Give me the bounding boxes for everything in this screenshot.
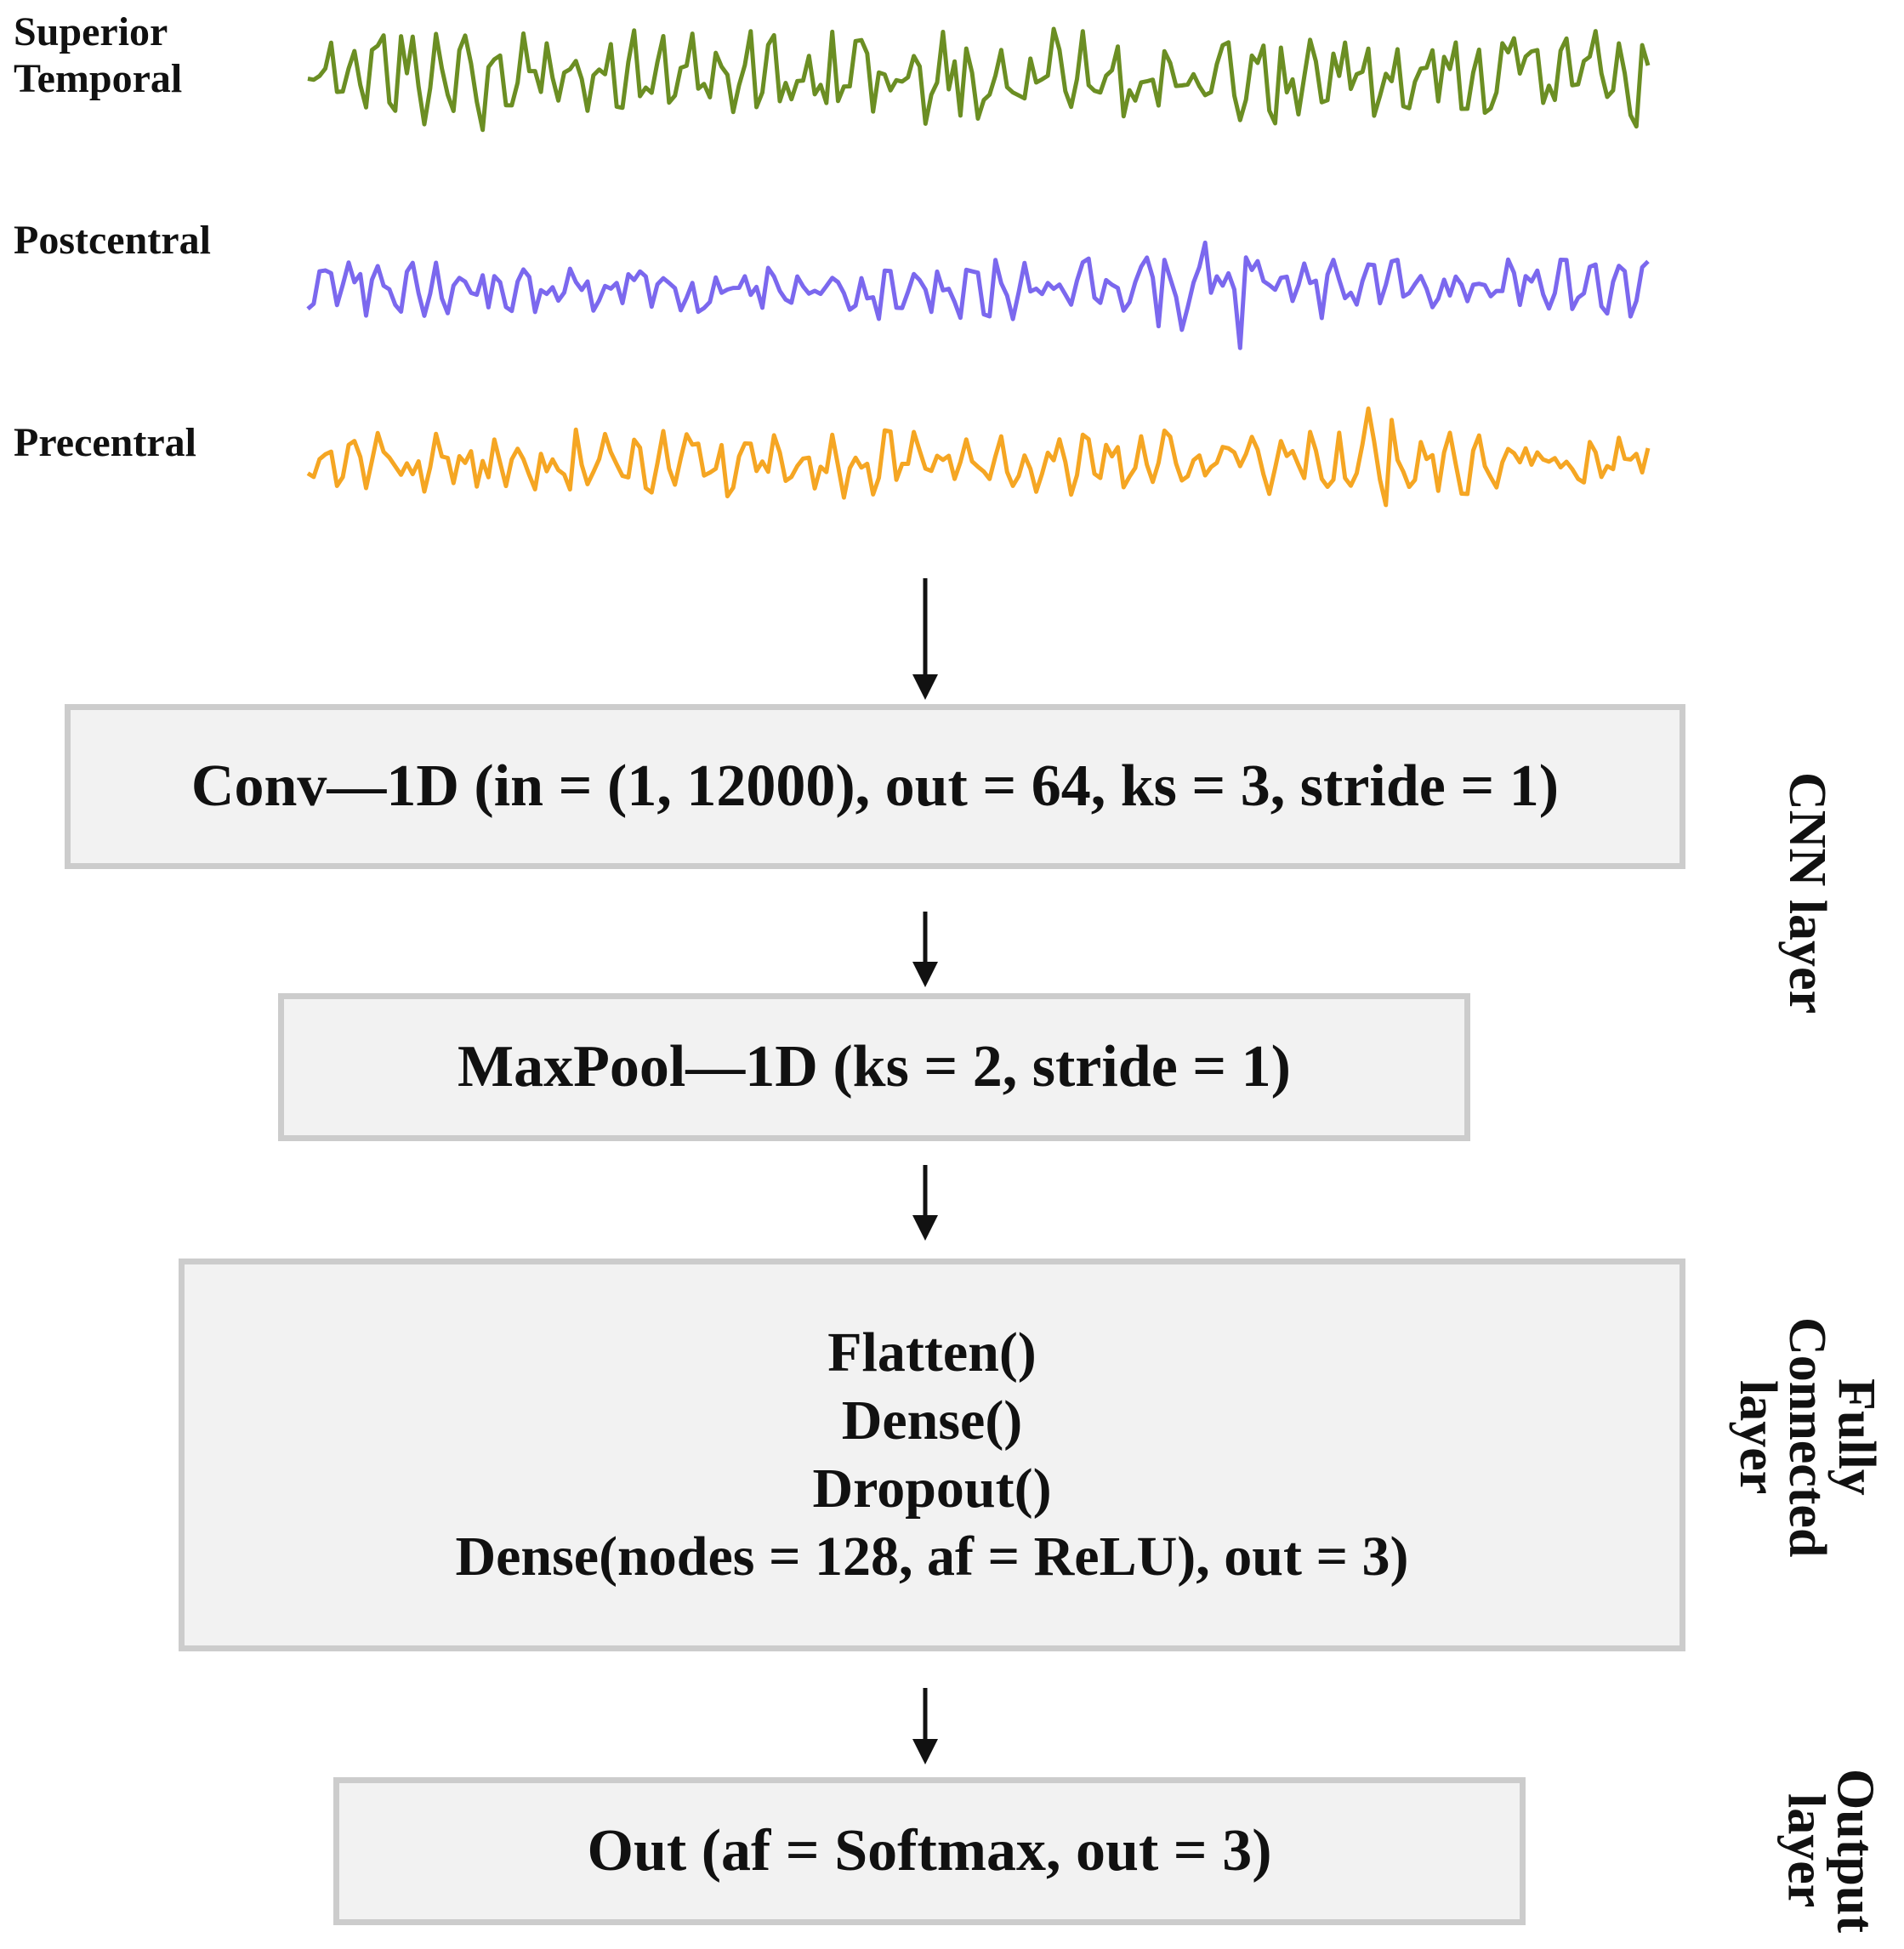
signal-label-precentral: Precentral [14,419,196,466]
waveform-precentral [306,406,1651,508]
side-label-fully-connected-layer: Fully Connected layer [1718,1297,1896,1577]
signal-label-line: Superior [14,9,168,54]
waveform-superior-temporal [307,26,1651,133]
signal-label-superior-temporal: Superior Temporal [14,9,182,102]
signal-label-line: Temporal [14,56,183,101]
conv1d-block: Conv—1D (in = (1, 12000), out = 64, ks =… [65,704,1685,869]
output-text: Out (af = Softmax, out = 3) [587,1818,1272,1884]
side-label-cnn-layer: CNN layer [1760,748,1854,1037]
output-block: Out (af = Softmax, out = 3) [333,1777,1526,1925]
fully-connected-block: Flatten() Dense() Dropout() Dense(nodes … [179,1259,1685,1651]
waveform-postcentral [306,240,1650,350]
side-label-line: CNN layer [1778,771,1836,1014]
side-label-line: layer [1776,1793,1835,1908]
maxpool1d-block: MaxPool—1D (ks = 2, stride = 1) [278,993,1470,1141]
conv1d-text: Conv—1D (in = (1, 12000), out = 64, ks =… [190,753,1560,819]
signal-label-line: Precentral [14,420,196,465]
signal-label-postcentral: Postcentral [14,217,211,264]
maxpool1d-text: MaxPool—1D (ks = 2, stride = 1) [458,1034,1291,1100]
side-label-line: layer [1729,1379,1787,1495]
side-label-line: Connected [1778,1316,1836,1558]
fc-line-dense-relu: Dense(nodes = 128, af = ReLU), out = 3) [455,1526,1409,1588]
side-label-line: Output [1826,1768,1884,1933]
fc-line-dense: Dense() [841,1389,1023,1452]
signal-label-line: Postcentral [14,218,211,263]
side-label-line: Fully [1827,1378,1885,1496]
side-label-output-layer: Output layer [1769,1756,1892,1945]
fc-line-flatten: Flatten() [827,1321,1037,1384]
fc-line-dropout: Dropout() [812,1457,1052,1520]
